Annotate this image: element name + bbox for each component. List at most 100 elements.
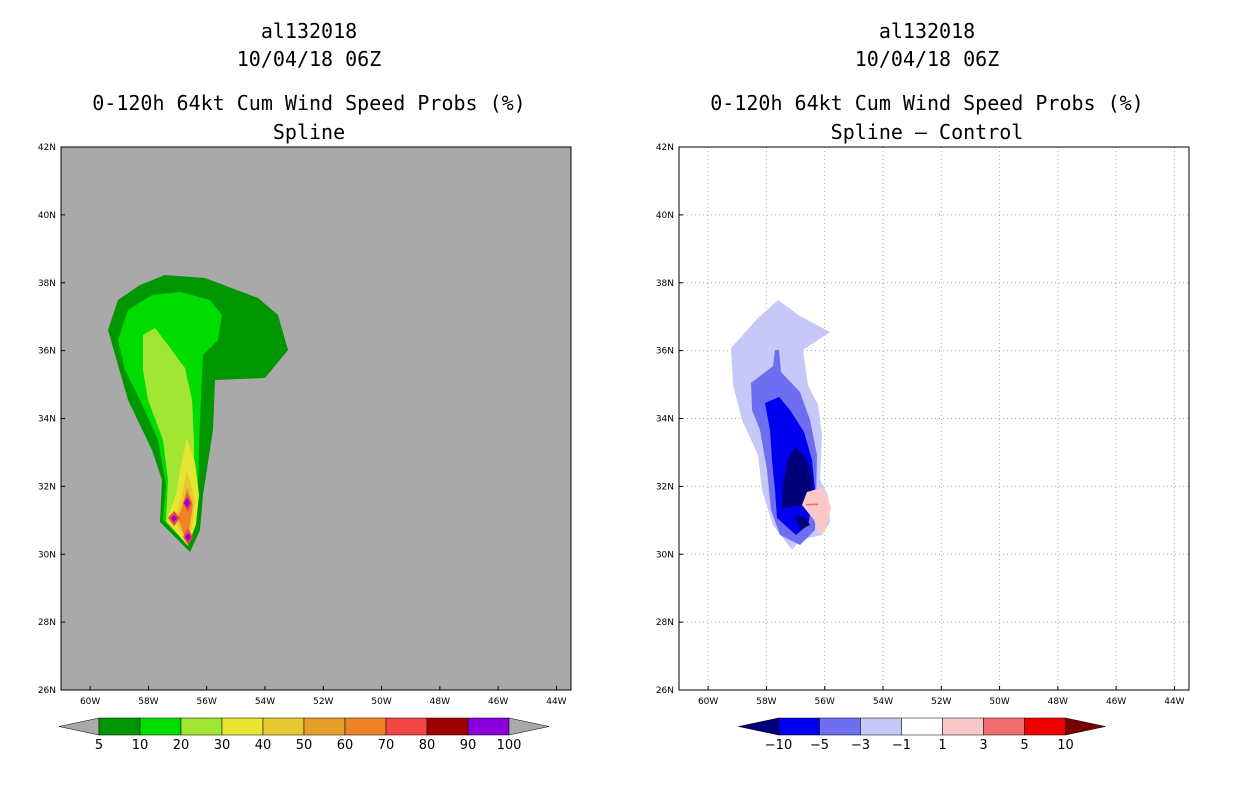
lon-tick-label: 54W bbox=[255, 697, 275, 707]
lon-tick-label: 52W bbox=[931, 697, 951, 707]
lat-tick-label: 40N bbox=[38, 211, 56, 221]
right-panel: al132018 10/04/18 06Z 0-120h 64kt Cum Wi… bbox=[656, 19, 1190, 753]
lon-tick-label: 50W bbox=[371, 697, 391, 707]
lat-tick-label: 42N bbox=[656, 143, 674, 153]
colorbar-under-triangle bbox=[738, 717, 779, 736]
colorbar-swatch bbox=[426, 717, 469, 736]
lat-tick-label: 30N bbox=[38, 550, 56, 560]
colorbar-label: 5 bbox=[1020, 738, 1028, 753]
left-probability-field bbox=[108, 275, 288, 552]
colorbar-label: −1 bbox=[892, 738, 911, 753]
right-longitude-axis: 60W 58W 56W 54W 52W 50W 48W 46W 44W bbox=[698, 686, 1185, 707]
right-datetime: 10/04/18 06Z bbox=[855, 47, 1000, 71]
lat-tick-label: 28N bbox=[38, 618, 56, 628]
colorbar-label: 50 bbox=[296, 738, 313, 753]
colorbar-label: 10 bbox=[132, 738, 149, 753]
diff-contour-plus-3 bbox=[806, 503, 818, 506]
colorbar-swatch bbox=[1024, 717, 1066, 736]
lat-tick-label: 28N bbox=[656, 618, 674, 628]
colorbar-label: 70 bbox=[378, 738, 395, 753]
lon-tick-label: 48W bbox=[1048, 697, 1068, 707]
colorbar-label: −10 bbox=[765, 738, 792, 753]
left-colorbar: 5 10 20 30 40 50 60 70 80 90 100 bbox=[58, 717, 550, 753]
colorbar-swatch bbox=[385, 717, 428, 736]
lat-tick-label: 38N bbox=[38, 279, 56, 289]
right-subtitle: Spline – Control bbox=[831, 120, 1024, 144]
colorbar-swatch bbox=[942, 717, 984, 736]
right-gridlines bbox=[679, 147, 1189, 690]
colorbar-label: 30 bbox=[214, 738, 231, 753]
colorbar-swatch bbox=[819, 717, 861, 736]
colorbar-swatch bbox=[901, 717, 943, 736]
lon-tick-label: 44W bbox=[1164, 697, 1184, 707]
colorbar-over-triangle bbox=[508, 717, 550, 736]
lon-tick-label: 52W bbox=[313, 697, 333, 707]
colorbar-swatch bbox=[778, 717, 820, 736]
colorbar-over-triangle bbox=[1065, 717, 1106, 736]
lon-tick-label: 58W bbox=[138, 697, 158, 707]
right-colorbar: −10 −5 −3 −1 1 3 5 10 bbox=[738, 717, 1106, 753]
right-storm-id: al132018 bbox=[879, 19, 975, 43]
lon-tick-label: 60W bbox=[698, 697, 718, 707]
colorbar-label: −3 bbox=[851, 738, 870, 753]
lon-tick-label: 48W bbox=[430, 697, 450, 707]
left-subtitle: Spline bbox=[273, 120, 345, 144]
colorbar-swatch bbox=[467, 717, 510, 736]
colorbar-label: 1 bbox=[938, 738, 946, 753]
diff-contour-plus-1 bbox=[802, 487, 831, 534]
colorbar-swatch bbox=[98, 717, 141, 736]
lon-tick-label: 46W bbox=[488, 697, 508, 707]
colorbar-label: −5 bbox=[810, 738, 829, 753]
lat-tick-label: 26N bbox=[38, 686, 56, 696]
right-product-title: 0-120h 64kt Cum Wind Speed Probs (%) bbox=[710, 91, 1143, 115]
colorbar-swatch bbox=[983, 717, 1025, 736]
colorbar-label: 60 bbox=[337, 738, 354, 753]
left-datetime: 10/04/18 06Z bbox=[237, 47, 382, 71]
lon-tick-label: 46W bbox=[1106, 697, 1126, 707]
right-latitude-axis: 42N 40N 38N 36N 34N 32N 30N 28N 26N bbox=[656, 143, 683, 696]
lon-tick-label: 60W bbox=[80, 697, 100, 707]
colorbar-swatch bbox=[344, 717, 387, 736]
colorbar-label: 10 bbox=[1057, 738, 1074, 753]
lat-tick-label: 34N bbox=[656, 415, 674, 425]
lat-tick-label: 40N bbox=[656, 211, 674, 221]
lat-tick-label: 32N bbox=[656, 482, 674, 492]
diff-contour-minus-10 bbox=[782, 447, 813, 530]
colorbar-swatch bbox=[180, 717, 223, 736]
lon-tick-label: 50W bbox=[989, 697, 1009, 707]
colorbar-swatch bbox=[221, 717, 264, 736]
lon-tick-label: 58W bbox=[756, 697, 776, 707]
lon-tick-label: 44W bbox=[546, 697, 566, 707]
colorbar-label: 80 bbox=[419, 738, 436, 753]
lat-tick-label: 34N bbox=[38, 415, 56, 425]
left-longitude-axis: 60W 58W 56W 54W 52W 50W 48W 46W 44W bbox=[80, 686, 567, 707]
colorbar-swatch bbox=[139, 717, 182, 736]
lon-tick-label: 54W bbox=[873, 697, 893, 707]
lat-tick-label: 32N bbox=[38, 482, 56, 492]
colorbar-label: 40 bbox=[255, 738, 272, 753]
lat-tick-label: 38N bbox=[656, 279, 674, 289]
colorbar-under-triangle bbox=[58, 717, 100, 736]
lat-tick-label: 36N bbox=[38, 347, 56, 357]
left-latitude-axis: 42N 40N 38N 36N 34N 32N 30N 28N 26N bbox=[38, 143, 65, 696]
lon-tick-label: 56W bbox=[197, 697, 217, 707]
right-difference-field bbox=[731, 300, 831, 550]
left-storm-id: al132018 bbox=[261, 19, 357, 43]
colorbar-label: 5 bbox=[95, 738, 103, 753]
colorbar-swatch bbox=[303, 717, 346, 736]
lat-tick-label: 42N bbox=[38, 143, 56, 153]
lat-tick-label: 26N bbox=[656, 686, 674, 696]
lon-tick-label: 56W bbox=[815, 697, 835, 707]
colorbar-label: 20 bbox=[173, 738, 190, 753]
lat-tick-label: 36N bbox=[656, 347, 674, 357]
lat-tick-label: 30N bbox=[656, 550, 674, 560]
colorbar-swatch bbox=[860, 717, 902, 736]
left-panel: al132018 10/04/18 06Z 0-120h 64kt Cum Wi… bbox=[38, 19, 572, 753]
colorbar-swatch bbox=[262, 717, 305, 736]
left-product-title: 0-120h 64kt Cum Wind Speed Probs (%) bbox=[92, 91, 525, 115]
colorbar-label: 90 bbox=[460, 738, 477, 753]
prob-contour-90 bbox=[171, 498, 191, 541]
colorbar-label: 100 bbox=[497, 738, 522, 753]
colorbar-label: 3 bbox=[979, 738, 987, 753]
